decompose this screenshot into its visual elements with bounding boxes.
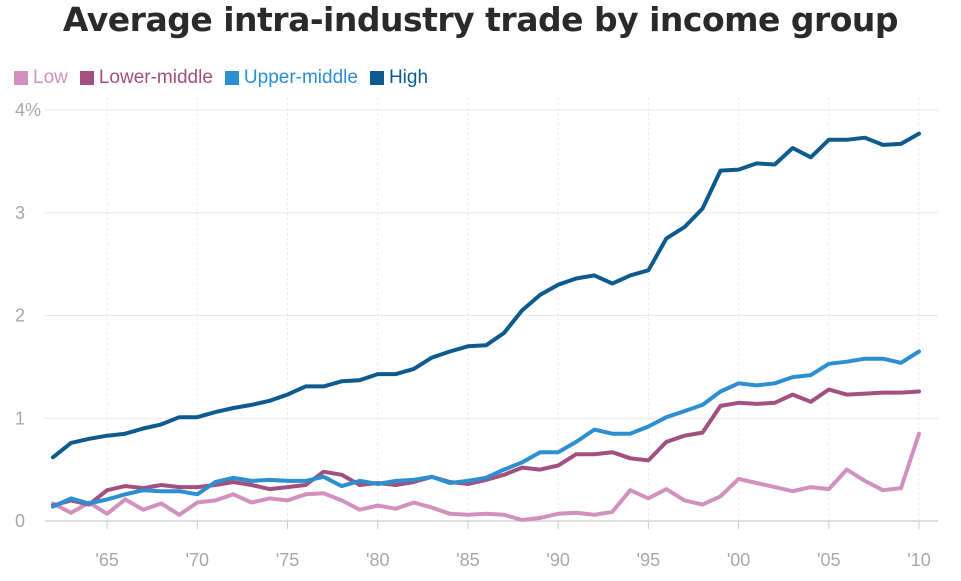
legend-swatch-upper-middle xyxy=(224,71,239,85)
x-tick-label-1975: '75 xyxy=(276,550,299,570)
y-tick-label-2: 2 xyxy=(15,306,25,326)
x-tick-label-1985: '85 xyxy=(456,550,479,570)
x-tick-label-1970: '70 xyxy=(186,550,209,570)
series-line-upper-middle xyxy=(51,349,921,509)
legend-label-low: Low xyxy=(33,67,68,88)
legend-swatch-high xyxy=(369,71,384,85)
legend-item-upper-middle[interactable]: Upper-middle xyxy=(224,67,358,89)
legend-item-low[interactable]: Low xyxy=(14,67,68,89)
y-tick-label-1: 1 xyxy=(15,408,25,428)
legend-item-high[interactable]: High xyxy=(369,67,429,89)
chart-title: Average intra-industry trade by income g… xyxy=(62,0,899,39)
legend-label-lower-middle: Lower-middle xyxy=(98,67,213,88)
legend-label-high: High xyxy=(388,67,429,88)
y-tick-label-3: 3 xyxy=(15,203,25,223)
x-tick-label-2000: '00 xyxy=(727,550,750,570)
x-tick-label-1995: '95 xyxy=(637,550,660,570)
x-tick-label-2010: '10 xyxy=(907,550,930,570)
series-line-lower-middle xyxy=(51,387,921,508)
legend: Low Lower-middle Upper-middle High xyxy=(14,67,428,89)
y-tick-label-0: 0 xyxy=(15,511,25,531)
series-line-low xyxy=(51,431,921,522)
legend-label-upper-middle: Upper-middle xyxy=(243,67,358,88)
series-line-high xyxy=(51,131,921,460)
x-tick-label-2005: '05 xyxy=(817,550,840,570)
y-tick-label-4: 4% xyxy=(15,100,41,120)
x-tick-label-1990: '90 xyxy=(546,550,569,570)
legend-swatch-lower-middle xyxy=(79,71,94,85)
x-tick-label-1980: '80 xyxy=(366,550,389,570)
legend-item-lower-middle[interactable]: Lower-middle xyxy=(79,67,213,89)
x-tick-label-1965: '65 xyxy=(95,550,118,570)
legend-swatch-low xyxy=(14,71,28,85)
